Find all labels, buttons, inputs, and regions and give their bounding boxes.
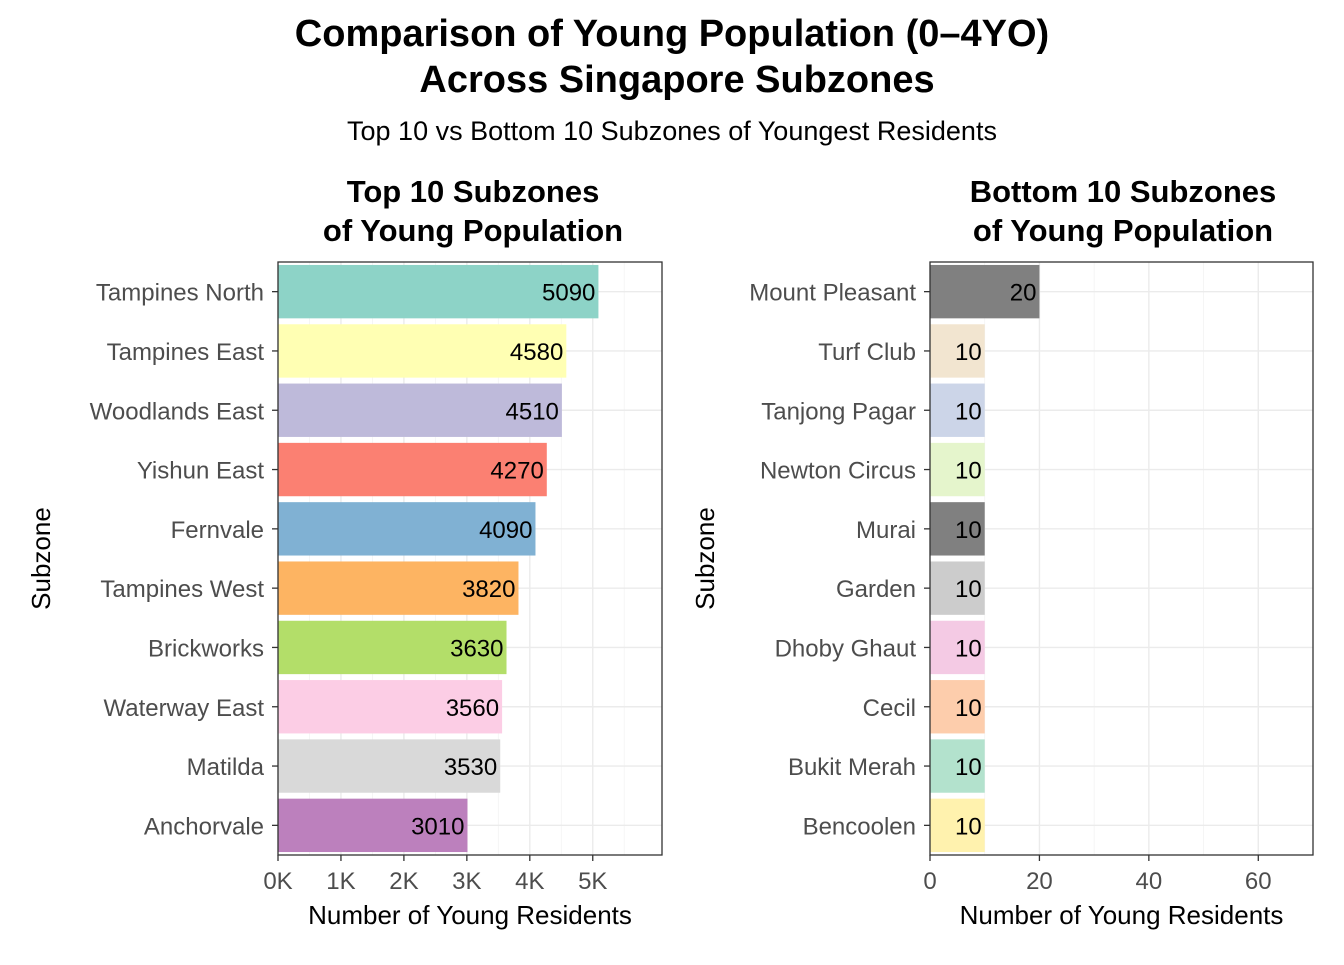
top-data-label-2: 4580: [510, 339, 563, 366]
bottom-data-label-8: 10: [955, 695, 982, 722]
top-bar-4: [278, 442, 547, 497]
top-data-label-1: 5090: [542, 280, 595, 307]
bottom-data-label-10: 10: [955, 813, 982, 840]
bottom-category-label-4: Newton Circus: [760, 458, 916, 485]
top-data-label-5: 4090: [479, 517, 532, 544]
main-title-line-2: Across Singapore Subzones: [419, 59, 934, 101]
top-x-tick-label-4: 3K: [452, 868, 481, 895]
top-x-tick-label-5: 4K: [515, 868, 544, 895]
bottom-bar-1: [930, 264, 1040, 319]
bottom-data-label-3: 10: [955, 398, 982, 425]
top-bar-2: [278, 324, 567, 378]
bottom-bar-7: [930, 620, 985, 675]
bottom-x-tick-label-3: 40: [1136, 868, 1163, 895]
bottom-y-axis-title: Subzone: [690, 507, 720, 610]
top-category-label-5: Fernvale: [171, 517, 264, 544]
bottom-panel-title-line-2: of Young Population: [973, 213, 1273, 248]
bottom-x-tick-label-2: 20: [1026, 868, 1053, 895]
top-bar-1: [278, 264, 599, 319]
bottom-x-tick-label-4: 60: [1245, 868, 1272, 895]
top-x-tick-label-6: 5K: [578, 868, 607, 895]
bottom-category-label-2: Turf Club: [818, 339, 916, 366]
bottom-category-label-9: Bukit Merah: [788, 754, 916, 781]
bottom-x-axis-title: Number of Young Residents: [960, 900, 1284, 930]
bottom-bar-4: [930, 442, 985, 497]
bottom-category-label-6: Garden: [836, 576, 916, 603]
top-x-tick-label-1: 0K: [263, 868, 292, 895]
bottom-data-label-5: 10: [955, 517, 982, 544]
bottom-data-label-2: 10: [955, 339, 982, 366]
top-category-label-1: Tampines North: [96, 280, 264, 307]
top-data-label-9: 3530: [444, 754, 497, 781]
bottom-category-label-7: Dhoby Ghaut: [775, 635, 917, 662]
top-bar-5: [278, 502, 536, 556]
top-x-tick-label-3: 2K: [389, 868, 418, 895]
top-category-label-6: Tampines West: [100, 576, 264, 603]
bottom-category-label-3: Tanjong Pagar: [761, 398, 916, 425]
top-x-tick-label-2: 1K: [326, 868, 355, 895]
bottom-data-label-1: 20: [1010, 280, 1037, 307]
bottom-category-label-5: Murai: [856, 517, 916, 544]
top-category-label-3: Woodlands East: [90, 398, 265, 425]
top-category-label-2: Tampines East: [107, 339, 265, 366]
top-bar-9: [278, 739, 501, 793]
bottom-bar-3: [930, 383, 985, 437]
top-data-label-6: 3820: [462, 576, 515, 603]
bottom-10-panel: Bottom 10 Subzones of Young Population 20 M…: [690, 174, 1314, 930]
bottom-category-label-8: Cecil: [863, 695, 916, 722]
bottom-data-label-4: 10: [955, 458, 982, 485]
main-title-line-1: Comparison of Young Population (0–4YO): [295, 13, 1049, 55]
bottom-bar-5: [930, 502, 985, 556]
top-bar-10: [278, 798, 468, 853]
top-x-axis-title: Number of Young Residents: [308, 900, 632, 930]
bottom-category-label-1: Mount Pleasant: [749, 280, 916, 307]
top-category-label-7: Brickworks: [148, 635, 264, 662]
top-panel-border: [277, 261, 663, 856]
top-data-label-8: 3560: [446, 695, 499, 722]
bottom-panel-border: [929, 261, 1314, 856]
subtitle: Top 10 vs Bottom 10 Subzones of Youngest…: [347, 116, 997, 146]
top-data-label-10: 3010: [411, 813, 464, 840]
top-panel-title-line-1: Top 10 Subzones: [347, 174, 600, 209]
bottom-bar-8: [930, 680, 985, 734]
bottom-bar-9: [930, 739, 985, 793]
bottom-data-label-7: 10: [955, 635, 982, 662]
top-category-label-10: Anchorvale: [144, 813, 264, 840]
top-data-label-7: 3630: [450, 635, 503, 662]
top-bar-8: [278, 680, 503, 734]
bottom-data-label-9: 10: [955, 754, 982, 781]
top-data-label-4: 4270: [490, 458, 543, 485]
bottom-plot-background: [930, 262, 1313, 855]
top-category-label-4: Yishun East: [137, 458, 265, 485]
top-category-label-9: Matilda: [187, 754, 265, 781]
top-category-label-8: Waterway East: [104, 695, 265, 722]
bottom-bar-2: [930, 324, 985, 378]
bottom-category-label-10: Bencoolen: [803, 813, 916, 840]
bottom-bar-6: [930, 561, 985, 615]
bottom-panel-title-line-1: Bottom 10 Subzones: [970, 174, 1277, 209]
top-panel-title-line-2: of Young Population: [323, 213, 623, 248]
bottom-x-tick-label-1: 0: [923, 868, 936, 895]
bottom-bar-10: [930, 798, 985, 853]
top-bar-3: [278, 383, 562, 437]
bottom-data-label-6: 10: [955, 576, 982, 603]
top-bar-7: [278, 620, 507, 675]
top-10-panel: Top 10 Subzones of Young Population 5090 Ta…: [26, 174, 663, 930]
top-y-axis-title: Subzone: [26, 507, 56, 610]
top-bar-6: [278, 561, 519, 615]
top-data-label-3: 4510: [506, 398, 559, 425]
